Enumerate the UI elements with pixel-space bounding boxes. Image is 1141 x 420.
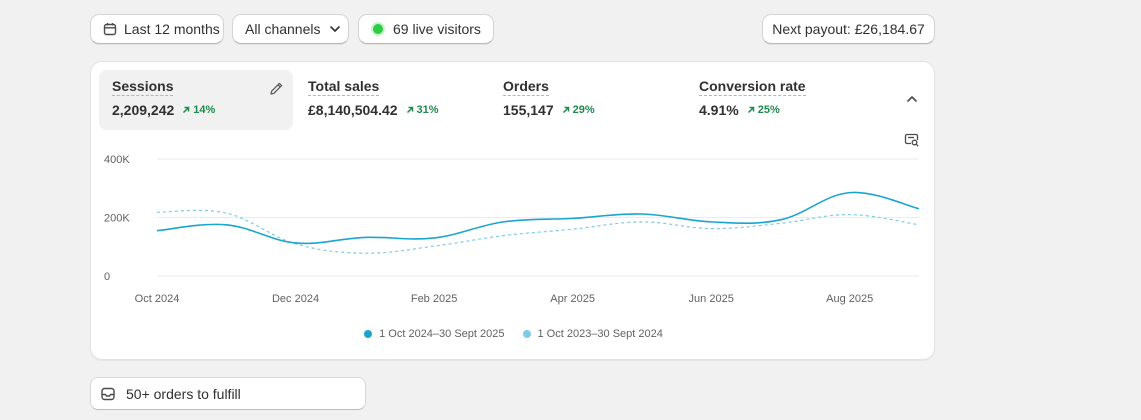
series-line-current: [156, 191, 920, 245]
channels-dropdown[interactable]: All channels: [232, 14, 349, 44]
metric-tab-orders[interactable]: Orders 155,147 29%: [490, 70, 680, 130]
metric-change: 31%: [406, 104, 439, 116]
y-tick-label: 400K: [104, 154, 130, 166]
date-range-button[interactable]: Last 12 months: [90, 14, 224, 44]
metric-change-value: 25%: [757, 104, 780, 116]
metric-label: Conversion rate: [699, 78, 806, 96]
date-range-label: Last 12 months: [124, 21, 220, 37]
y-tick-label: 0: [104, 271, 110, 283]
channels-label: All channels: [245, 21, 321, 37]
arrow-up-right-icon: [747, 106, 754, 114]
metric-value: 155,147: [503, 102, 554, 118]
arrow-up-right-icon: [562, 106, 569, 114]
x-tick-label: Oct 2024: [135, 293, 180, 305]
metric-change-value: 29%: [572, 104, 595, 116]
pencil-icon[interactable]: [269, 81, 284, 101]
x-tick-label: Jun 2025: [689, 293, 734, 305]
metric-change: 29%: [562, 104, 595, 116]
legend-item-previous[interactable]: 1 Oct 2023–30 Sept 2024: [522, 328, 663, 340]
metric-change-value: 14%: [193, 104, 216, 116]
metric-value: £8,140,504.42: [308, 102, 398, 118]
metric-value: 2,209,242: [112, 102, 175, 118]
metric-tab-sessions[interactable]: Sessions 2,209,242 14%: [99, 70, 293, 130]
metric-change-value: 31%: [416, 104, 439, 116]
metric-label: Sessions: [112, 78, 174, 96]
metric-label: Total sales: [308, 78, 380, 96]
x-tick-label: Feb 2025: [411, 293, 457, 305]
legend-label: 1 Oct 2024–30 Sept 2025: [379, 328, 505, 340]
next-payout-button[interactable]: Next payout: £26,184.67: [762, 14, 935, 44]
x-tick-label: Apr 2025: [550, 293, 595, 305]
arrow-up-right-icon: [183, 106, 190, 114]
x-tick-label: Dec 2024: [272, 293, 319, 305]
inbox-icon: [100, 386, 116, 402]
live-visitors-label: 69 live visitors: [393, 21, 481, 37]
live-visitors-button[interactable]: 69 live visitors: [358, 14, 494, 44]
calendar-icon: [103, 22, 117, 36]
chevron-up-icon[interactable]: [905, 92, 919, 111]
x-tick-label: Aug 2025: [826, 293, 873, 305]
analytics-card: Sessions 2,209,242 14% Total sales £8,14…: [90, 61, 935, 360]
arrow-up-right-icon: [406, 106, 413, 114]
legend-swatch: [364, 330, 373, 338]
legend-label: 1 Oct 2023–30 Sept 2024: [537, 328, 663, 340]
chart-insight-icon[interactable]: [904, 132, 920, 153]
metric-label: Orders: [503, 78, 549, 96]
series-line-previous: [156, 209, 920, 254]
y-tick-label: 200K: [104, 213, 130, 225]
live-status-dot: [373, 24, 383, 34]
metric-value: 4.91%: [699, 102, 739, 118]
sessions-line-chart: 0 200K 400K Oct 2024 Dec 2024 Feb 2025 Apr 202…: [104, 154, 920, 305]
chart-legend: 1 Oct 2024–30 Sept 2025 1 Oct 2023–30 Se…: [91, 328, 936, 340]
legend-swatch: [522, 330, 531, 338]
next-payout-label: Next payout: £26,184.67: [772, 21, 925, 37]
chevron-down-icon: [329, 23, 341, 35]
orders-to-fulfill-card[interactable]: 50+ orders to fulfill: [90, 377, 366, 410]
metric-change: 14%: [182, 104, 215, 116]
metric-tab-conversion-rate[interactable]: Conversion rate 4.91% 25%: [686, 70, 876, 130]
legend-item-current[interactable]: 1 Oct 2024–30 Sept 2025: [364, 328, 505, 340]
metric-tab-total-sales[interactable]: Total sales £8,140,504.42 31%: [295, 70, 485, 130]
metric-change: 25%: [747, 104, 780, 116]
orders-to-fulfill-label: 50+ orders to fulfill: [126, 385, 241, 402]
